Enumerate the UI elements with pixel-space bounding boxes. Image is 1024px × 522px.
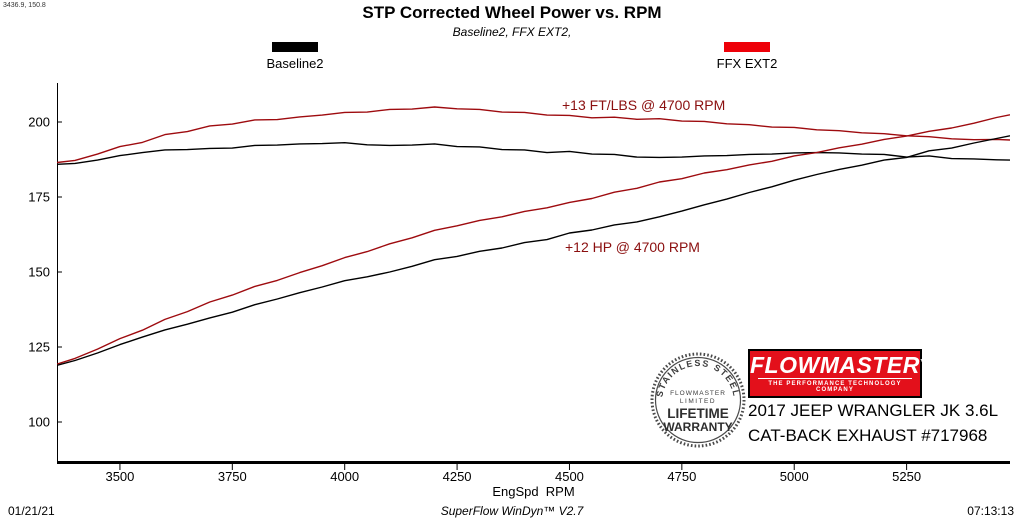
plot-area (56, 83, 1011, 473)
flowmaster-logo-text: FLOWMASTER™ (750, 352, 928, 378)
footer-time: 07:13:13 (967, 504, 1014, 518)
x-tick-label: 4750 (667, 469, 697, 484)
trademark-symbol: ™ (919, 357, 929, 367)
chart-subtitle: Baseline2, FFX EXT2, (452, 25, 572, 39)
annotation-torque-gain: +13 FT/LBS @ 4700 RPM (562, 97, 726, 113)
badge-serrated-ring (650, 352, 746, 448)
flowmaster-wordmark: FLOWMASTER (750, 352, 920, 378)
annotation-hp-gain: +12 HP @ 4700 RPM (565, 239, 700, 255)
x-tick-label: 4000 (330, 469, 360, 484)
series-line (56, 114, 1011, 365)
x-tick-label: 3750 (217, 469, 247, 484)
badge-sub-text-1: FLOWMASTER (670, 390, 726, 397)
legend-item-baseline2: Baseline2 (245, 42, 345, 73)
vehicle-line-1: 2017 JEEP WRANGLER JK 3.6L (748, 401, 999, 420)
footer-app-name: SuperFlow WinDyn™ V2.7 (440, 504, 584, 518)
badge-sub-text-2: LIMITED (680, 398, 716, 405)
badge-inner-ring (654, 356, 742, 444)
legend-label-ffx-ext2: FFX EXT2 (716, 56, 778, 71)
badge-main-text-1: LIFETIME (667, 406, 729, 421)
legend-swatch-baseline2 (272, 42, 318, 52)
x-tick-label: 5000 (779, 469, 809, 484)
legend-item-ffx-ext2: FFX EXT2 (697, 42, 797, 73)
x-tick-label: 5250 (892, 469, 922, 484)
chart-title: STP Corrected Wheel Power vs. RPM (362, 3, 662, 22)
vehicle-line-2: CAT-BACK EXHAUST #717968 (748, 425, 988, 445)
series-line (56, 135, 1011, 366)
vehicle-info: 2017 JEEP WRANGLER JK 3.6L CAT-BACK EXHA… (748, 399, 998, 448)
badge-main-text-2: WARRANTY (663, 420, 732, 434)
logo-tagline: THE PERFORMANCE TECHNOLOGY COMPANY (768, 381, 902, 394)
x-tick-label: 4500 (554, 469, 584, 484)
y-tick-label: 100 (28, 414, 50, 430)
y-tick-label: 150 (28, 264, 50, 280)
series-line (56, 106, 1011, 164)
cursor-coordinate-readout: 3436.9, 150.8 (3, 2, 46, 9)
lifetime-warranty-badge: STAINLESS STEEL FLOWMASTER LIMITED LIFET… (650, 352, 746, 448)
flowmaster-logo: FLOWMASTER™ THE PERFORMANCE TECHNOLOGY C… (748, 349, 928, 399)
y-tick-label: 200 (28, 114, 50, 130)
x-tick-label: 3500 (105, 469, 135, 484)
legend-swatch-ffx-ext2 (724, 42, 770, 52)
footer-date: 01/21/21 (8, 504, 55, 518)
series-line (56, 142, 1011, 165)
y-tick-label: 125 (28, 339, 50, 355)
logo-divider (758, 378, 912, 380)
plot-svg (56, 83, 1011, 470)
legend-label-baseline2: Baseline2 (266, 56, 324, 71)
x-axis-label: EngSpd RPM (492, 484, 575, 499)
x-tick-label: 4250 (442, 469, 472, 484)
y-tick-label: 175 (28, 189, 50, 205)
